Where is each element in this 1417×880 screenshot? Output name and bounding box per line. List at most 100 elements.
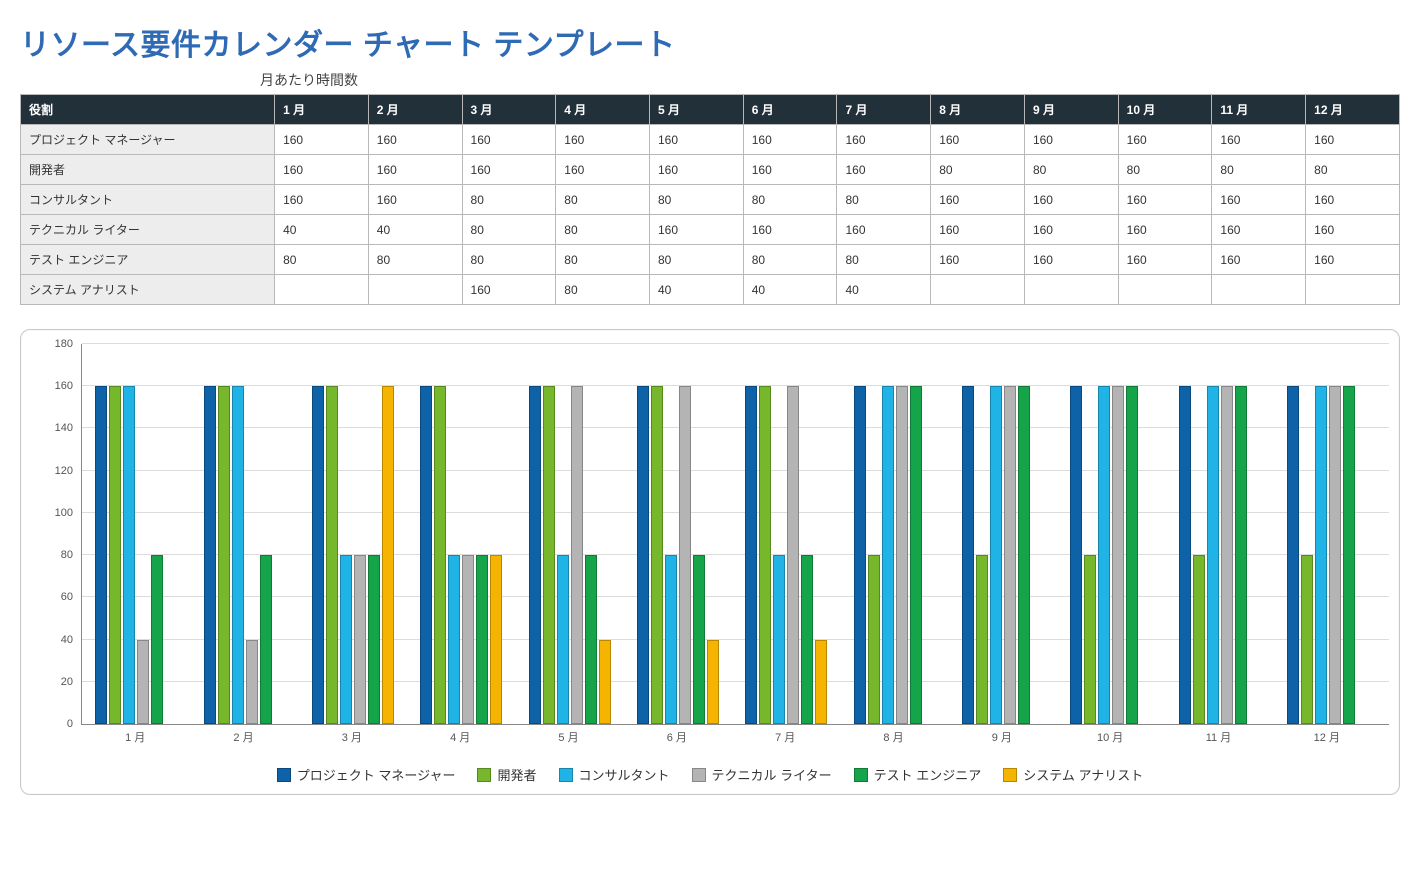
value-cell: 80 xyxy=(837,185,931,215)
bar-group xyxy=(744,386,828,724)
bar-group xyxy=(203,386,287,724)
bar xyxy=(1112,386,1124,724)
legend-swatch xyxy=(1003,768,1017,782)
value-cell: 80 xyxy=(837,245,931,275)
bar xyxy=(476,555,488,724)
bar xyxy=(990,386,1002,724)
bar-group xyxy=(1069,386,1153,724)
value-cell: 80 xyxy=(1024,155,1118,185)
y-tick-label: 60 xyxy=(61,591,73,603)
value-cell: 160 xyxy=(1024,245,1118,275)
value-cell xyxy=(275,275,369,305)
bar xyxy=(854,386,866,724)
value-cell: 80 xyxy=(1118,155,1212,185)
bar-group xyxy=(636,386,720,724)
legend-label: テスト エンジニア xyxy=(874,765,982,784)
value-cell: 80 xyxy=(368,245,462,275)
y-tick-label: 160 xyxy=(55,380,73,392)
legend-item: システム アナリスト xyxy=(1003,765,1143,784)
bar xyxy=(1126,386,1138,724)
value-cell: 160 xyxy=(743,215,837,245)
table-header-role: 役割 xyxy=(21,95,275,125)
legend-label: コンサルタント xyxy=(579,765,670,784)
legend-swatch xyxy=(477,768,491,782)
value-cell: 40 xyxy=(837,275,931,305)
role-cell: テクニカル ライター xyxy=(21,215,275,245)
bar xyxy=(1070,386,1082,724)
bar xyxy=(340,555,352,724)
value-cell xyxy=(1024,275,1118,305)
bar xyxy=(557,555,569,724)
bar xyxy=(462,555,474,724)
bar xyxy=(1084,555,1096,724)
value-cell: 160 xyxy=(1118,245,1212,275)
bar xyxy=(896,386,908,724)
table-header-month: 1 月 xyxy=(275,95,369,125)
bar xyxy=(1329,386,1341,724)
table-header-month: 6 月 xyxy=(743,95,837,125)
role-cell: テスト エンジニア xyxy=(21,245,275,275)
table-header-month: 9 月 xyxy=(1024,95,1118,125)
bar xyxy=(773,555,785,724)
x-tick-label: 10 月 xyxy=(1097,729,1123,745)
bar xyxy=(312,386,324,724)
x-tick-label: 9 月 xyxy=(992,729,1012,745)
resource-table: 役割1 月2 月3 月4 月5 月6 月7 月8 月9 月10 月11 月12 … xyxy=(20,94,1400,305)
value-cell xyxy=(931,275,1025,305)
table-row: テスト エンジニア80808080808080160160160160160 xyxy=(21,245,1400,275)
value-cell: 80 xyxy=(743,185,837,215)
legend-swatch xyxy=(277,768,291,782)
table-header-month: 11 月 xyxy=(1212,95,1306,125)
role-cell: プロジェクト マネージャー xyxy=(21,125,275,155)
chart-y-axis: 020406080100120140160180 xyxy=(31,344,81,724)
bar xyxy=(1315,386,1327,724)
y-tick-label: 40 xyxy=(61,634,73,646)
bar-group xyxy=(853,386,937,724)
bar xyxy=(801,555,813,724)
bar xyxy=(651,386,663,724)
x-tick-label: 8 月 xyxy=(883,729,903,745)
bar xyxy=(1193,555,1205,724)
bar xyxy=(1221,386,1233,724)
value-cell: 160 xyxy=(837,125,931,155)
bar xyxy=(246,640,258,724)
value-cell: 160 xyxy=(1024,185,1118,215)
bar xyxy=(815,640,827,724)
value-cell: 80 xyxy=(556,275,650,305)
y-tick-label: 180 xyxy=(55,338,73,350)
value-cell: 160 xyxy=(1306,125,1400,155)
legend-item: コンサルタント xyxy=(559,765,670,784)
bar xyxy=(490,555,502,724)
page-title: リソース要件カレンダー チャート テンプレート xyxy=(20,20,1397,64)
value-cell: 160 xyxy=(556,125,650,155)
table-row: システム アナリスト16080404040 xyxy=(21,275,1400,305)
x-tick-label: 12 月 xyxy=(1314,729,1340,745)
legend-label: 開発者 xyxy=(497,765,536,784)
value-cell: 80 xyxy=(743,245,837,275)
value-cell xyxy=(1118,275,1212,305)
bar xyxy=(95,386,107,724)
grid-line xyxy=(82,343,1389,344)
legend-item: 開発者 xyxy=(477,765,536,784)
x-tick-label: 1 月 xyxy=(125,729,145,745)
legend-label: プロジェクト マネージャー xyxy=(297,765,456,784)
bar xyxy=(1343,386,1355,724)
value-cell: 40 xyxy=(368,215,462,245)
value-cell: 160 xyxy=(1118,125,1212,155)
value-cell: 160 xyxy=(275,125,369,155)
bar-group xyxy=(528,386,612,724)
role-cell: コンサルタント xyxy=(21,185,275,215)
value-cell: 160 xyxy=(462,125,556,155)
value-cell: 80 xyxy=(556,215,650,245)
value-cell: 80 xyxy=(462,245,556,275)
x-tick-label: 11 月 xyxy=(1206,729,1231,745)
bar xyxy=(368,555,380,724)
bar xyxy=(962,386,974,724)
value-cell: 40 xyxy=(275,215,369,245)
table-header-month: 12 月 xyxy=(1306,95,1400,125)
value-cell: 160 xyxy=(556,155,650,185)
bar-group xyxy=(1178,386,1262,724)
table-header-month: 2 月 xyxy=(368,95,462,125)
bar xyxy=(232,386,244,724)
bar xyxy=(382,386,394,724)
